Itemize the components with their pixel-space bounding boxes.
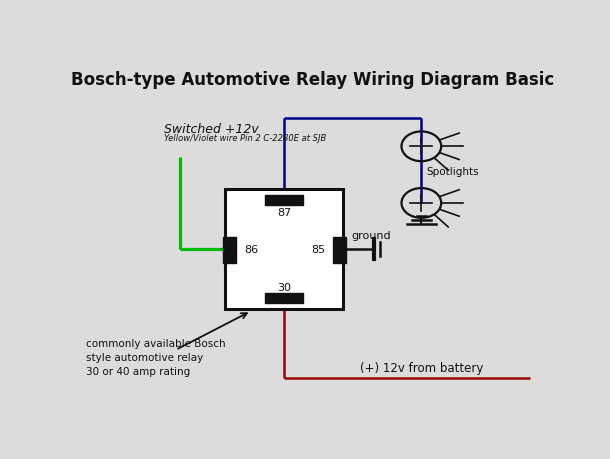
Text: Spotlights: Spotlights <box>426 167 479 177</box>
Bar <box>333 237 346 263</box>
Text: Bosch-type Automotive Relay Wiring Diagram Basic: Bosch-type Automotive Relay Wiring Diagr… <box>71 71 554 89</box>
Text: 85: 85 <box>311 245 325 254</box>
Text: (+) 12v from battery: (+) 12v from battery <box>360 361 483 374</box>
Bar <box>265 196 303 205</box>
Text: 86: 86 <box>244 245 258 254</box>
Text: commonly available Bosch
style automotive relay
30 or 40 amp rating: commonly available Bosch style automotiv… <box>85 338 225 376</box>
Text: 30: 30 <box>278 283 291 292</box>
Text: Yellow/Violet wire Pin 2 C-2280E at SJB: Yellow/Violet wire Pin 2 C-2280E at SJB <box>163 134 326 143</box>
Bar <box>265 293 303 303</box>
Bar <box>223 237 236 263</box>
Text: 87: 87 <box>277 207 292 217</box>
Text: Switched +12v: Switched +12v <box>163 123 259 136</box>
Bar <box>225 190 343 309</box>
Text: ground: ground <box>351 231 390 241</box>
